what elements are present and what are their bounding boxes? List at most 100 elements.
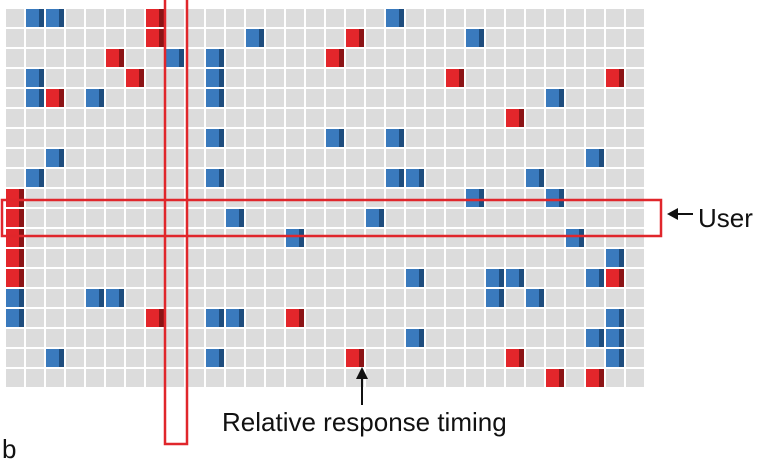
blue-response-cell	[166, 49, 184, 67]
empty-cell	[426, 129, 444, 147]
response-matrix-diagram	[0, 0, 693, 446]
empty-cell	[566, 29, 584, 47]
red-response-cell	[586, 369, 604, 387]
empty-cell	[566, 109, 584, 127]
blue-response-cell	[26, 169, 44, 187]
empty-cell	[406, 149, 424, 167]
empty-cell	[246, 69, 264, 87]
empty-cell	[446, 329, 464, 347]
empty-cell	[566, 189, 584, 207]
empty-cell	[326, 149, 344, 167]
empty-cell	[66, 249, 84, 267]
empty-cell	[286, 249, 304, 267]
empty-cell	[26, 109, 44, 127]
blue-response-cell	[6, 289, 24, 307]
empty-cell	[6, 349, 24, 367]
empty-cell	[306, 229, 324, 247]
empty-cell	[26, 329, 44, 347]
empty-cell	[46, 369, 64, 387]
empty-cell	[406, 109, 424, 127]
empty-cell	[526, 109, 544, 127]
empty-cell	[366, 349, 384, 367]
empty-cell	[506, 149, 524, 167]
empty-cell	[326, 249, 344, 267]
empty-cell	[326, 69, 344, 87]
empty-cell	[466, 349, 484, 367]
empty-cell	[506, 309, 524, 327]
empty-cell	[346, 329, 364, 347]
empty-cell	[606, 109, 624, 127]
empty-cell	[546, 209, 564, 227]
empty-cell	[186, 329, 204, 347]
empty-cell	[286, 69, 304, 87]
empty-cell	[386, 289, 404, 307]
blue-response-cell	[606, 329, 624, 347]
empty-cell	[126, 289, 144, 307]
empty-cell	[166, 29, 184, 47]
empty-cell	[126, 269, 144, 287]
empty-cell	[406, 69, 424, 87]
empty-cell	[426, 29, 444, 47]
blue-response-cell	[46, 349, 64, 367]
empty-cell	[286, 189, 304, 207]
empty-cell	[6, 109, 24, 127]
empty-cell	[406, 349, 424, 367]
empty-cell	[246, 209, 264, 227]
empty-cell	[246, 349, 264, 367]
red-response-cell	[6, 229, 24, 247]
empty-cell	[126, 129, 144, 147]
empty-cell	[426, 229, 444, 247]
empty-cell	[566, 49, 584, 67]
empty-cell	[166, 69, 184, 87]
empty-cell	[386, 89, 404, 107]
empty-cell	[266, 249, 284, 267]
blue-response-cell	[526, 289, 544, 307]
empty-cell	[66, 109, 84, 127]
empty-cell	[246, 269, 264, 287]
empty-cell	[406, 369, 424, 387]
empty-cell	[286, 129, 304, 147]
empty-cell	[286, 149, 304, 167]
empty-cell	[266, 229, 284, 247]
empty-cell	[606, 209, 624, 227]
empty-cell	[266, 209, 284, 227]
empty-cell	[546, 109, 564, 127]
empty-cell	[6, 129, 24, 147]
empty-cell	[6, 9, 24, 27]
empty-cell	[466, 169, 484, 187]
empty-cell	[66, 9, 84, 27]
empty-cell	[26, 149, 44, 167]
empty-cell	[626, 309, 644, 327]
empty-cell	[626, 289, 644, 307]
empty-cell	[566, 9, 584, 27]
empty-cell	[366, 309, 384, 327]
empty-cell	[106, 69, 124, 87]
empty-cell	[326, 289, 344, 307]
empty-cell	[526, 369, 544, 387]
empty-cell	[606, 369, 624, 387]
empty-cell	[146, 349, 164, 367]
blue-response-cell	[586, 269, 604, 287]
empty-cell	[506, 29, 524, 47]
empty-cell	[546, 289, 564, 307]
empty-cell	[66, 349, 84, 367]
empty-cell	[366, 149, 384, 167]
empty-cell	[66, 29, 84, 47]
blue-response-cell	[206, 69, 224, 87]
empty-cell	[626, 69, 644, 87]
empty-cell	[226, 369, 244, 387]
empty-cell	[586, 49, 604, 67]
empty-cell	[166, 9, 184, 27]
empty-cell	[426, 329, 444, 347]
empty-cell	[6, 29, 24, 47]
empty-cell	[546, 49, 564, 67]
blue-response-cell	[546, 89, 564, 107]
empty-cell	[366, 369, 384, 387]
empty-cell	[186, 209, 204, 227]
empty-cell	[466, 89, 484, 107]
empty-cell	[426, 49, 444, 67]
blue-response-cell	[606, 309, 624, 327]
empty-cell	[626, 249, 644, 267]
empty-cell	[486, 349, 504, 367]
empty-cell	[466, 69, 484, 87]
